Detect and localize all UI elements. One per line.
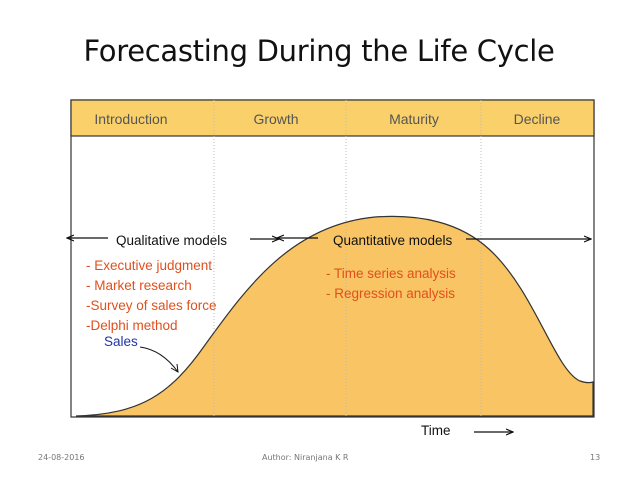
stage-header-band xyxy=(70,99,595,137)
time-axis-label: Time xyxy=(421,423,451,438)
quantitative-models-label: Quantitative models xyxy=(333,233,453,248)
quantitative-item: - Time series analysis xyxy=(326,266,456,281)
slide-title: Forecasting During the Life Cycle xyxy=(83,34,555,68)
footer-page-number: 13 xyxy=(590,453,601,462)
footer-author: Author: Niranjana K R xyxy=(262,453,349,462)
sales-pointer-head xyxy=(170,363,179,373)
quantitative-item: - Regression analysis xyxy=(326,286,455,301)
qualitative-item: -Survey of sales force xyxy=(86,298,217,313)
qualitative-models-label: Qualitative models xyxy=(116,233,227,248)
stage-label-introduction: Introduction xyxy=(94,111,167,127)
qualitative-item: - Executive judgment xyxy=(86,258,212,273)
sales-label: Sales xyxy=(104,334,138,349)
qualitative-item: - Market research xyxy=(86,278,192,293)
sales-curve xyxy=(75,215,594,417)
stage-label-maturity: Maturity xyxy=(389,111,439,127)
stage-label-growth: Growth xyxy=(253,111,298,127)
sales-pointer xyxy=(139,346,179,373)
stage-label-decline: Decline xyxy=(514,111,561,127)
qualitative-item: -Delphi method xyxy=(86,318,178,333)
footer-date: 24-08-2016 xyxy=(38,453,85,462)
